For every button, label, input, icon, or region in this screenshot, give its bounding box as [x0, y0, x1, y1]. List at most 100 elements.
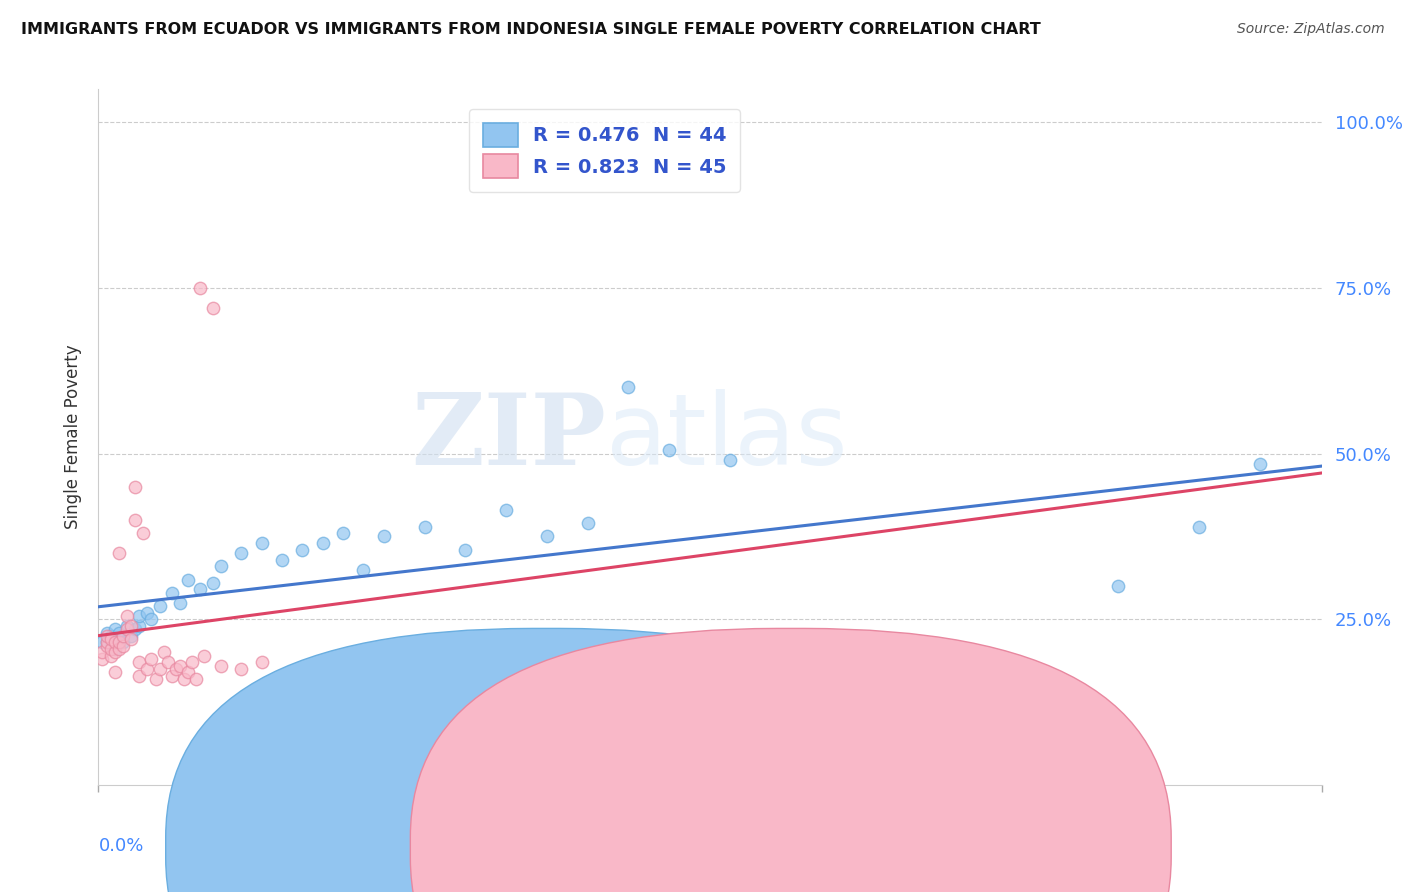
Point	[91, 635, 114, 649]
Point	[104, 622, 127, 636]
Point	[250, 656, 273, 670]
Point	[149, 662, 172, 676]
Point	[128, 656, 150, 670]
Point	[181, 656, 204, 670]
Point	[312, 536, 335, 550]
Point	[120, 632, 142, 647]
Point	[169, 658, 191, 673]
Point	[332, 526, 354, 541]
Point	[111, 639, 134, 653]
Point	[100, 629, 122, 643]
Point	[128, 668, 150, 682]
Point	[136, 606, 159, 620]
Point	[201, 575, 224, 590]
Y-axis label: Single Female Poverty: Single Female Poverty	[63, 345, 82, 529]
Point	[132, 526, 155, 541]
Point	[124, 513, 146, 527]
Point	[96, 635, 118, 649]
Point	[145, 672, 167, 686]
Point	[201, 301, 224, 315]
Point	[291, 542, 314, 557]
Point	[209, 658, 232, 673]
Legend: R = 0.476  N = 44, R = 0.823  N = 45: R = 0.476 N = 44, R = 0.823 N = 45	[470, 110, 741, 192]
Point	[115, 619, 138, 633]
Point	[96, 629, 118, 643]
Point	[536, 529, 558, 543]
Point	[495, 503, 517, 517]
Point	[108, 625, 131, 640]
Text: atlas: atlas	[606, 389, 848, 485]
Point	[115, 609, 138, 624]
Point	[128, 609, 150, 624]
Point	[617, 380, 640, 394]
Point	[231, 546, 253, 560]
Point	[177, 665, 200, 680]
Point	[658, 443, 681, 458]
Point	[120, 619, 142, 633]
Point	[104, 642, 127, 657]
FancyBboxPatch shape	[411, 628, 1171, 892]
Point	[177, 573, 200, 587]
FancyBboxPatch shape	[166, 628, 927, 892]
Point	[111, 635, 134, 649]
Point	[96, 625, 118, 640]
Point	[152, 645, 174, 659]
Point	[291, 665, 314, 680]
Point	[160, 586, 183, 600]
Point	[108, 635, 131, 649]
Point	[108, 632, 131, 647]
Point	[111, 629, 134, 643]
Point	[100, 648, 122, 663]
Point	[1107, 579, 1129, 593]
Point	[100, 632, 122, 647]
Text: 0.0%: 0.0%	[98, 837, 143, 855]
Point	[141, 612, 163, 626]
Point	[984, 672, 1007, 686]
Point	[454, 542, 477, 557]
Point	[231, 662, 253, 676]
Point	[209, 559, 232, 574]
Point	[124, 480, 146, 494]
Text: IMMIGRANTS FROM ECUADOR VS IMMIGRANTS FROM INDONESIA SINGLE FEMALE POVERTY CORRE: IMMIGRANTS FROM ECUADOR VS IMMIGRANTS FR…	[21, 22, 1040, 37]
Point	[104, 665, 127, 680]
Point	[160, 668, 183, 682]
Point	[100, 642, 122, 657]
Point	[352, 563, 374, 577]
Point	[188, 582, 212, 597]
Point	[136, 662, 159, 676]
Point	[186, 672, 208, 686]
Point	[91, 645, 114, 659]
Text: Immigrants from Ecuador: Immigrants from Ecuador	[564, 847, 775, 865]
Text: Immigrants from Indonesia: Immigrants from Indonesia	[808, 847, 1032, 865]
Point	[270, 552, 294, 566]
Point	[141, 652, 163, 666]
Point	[250, 536, 273, 550]
Point	[169, 596, 191, 610]
Point	[1188, 519, 1211, 533]
Point	[149, 599, 172, 613]
Point	[576, 516, 599, 531]
Point	[1249, 457, 1271, 471]
Point	[173, 672, 195, 686]
Point	[124, 622, 146, 636]
Point	[100, 639, 122, 653]
Point	[108, 642, 131, 657]
Point	[108, 546, 131, 560]
Text: Source: ZipAtlas.com: Source: ZipAtlas.com	[1237, 22, 1385, 37]
Point	[373, 529, 395, 543]
Point	[96, 635, 118, 649]
Point	[91, 652, 114, 666]
Point	[128, 619, 150, 633]
Point	[115, 622, 138, 636]
Point	[165, 662, 187, 676]
Point	[188, 281, 212, 295]
Text: ZIP: ZIP	[411, 389, 606, 485]
Point	[718, 453, 742, 467]
Point	[96, 639, 118, 653]
Point	[104, 645, 127, 659]
Point	[413, 519, 436, 533]
Point	[156, 656, 179, 670]
Point	[193, 648, 215, 663]
Point	[120, 629, 142, 643]
Point	[104, 635, 127, 649]
